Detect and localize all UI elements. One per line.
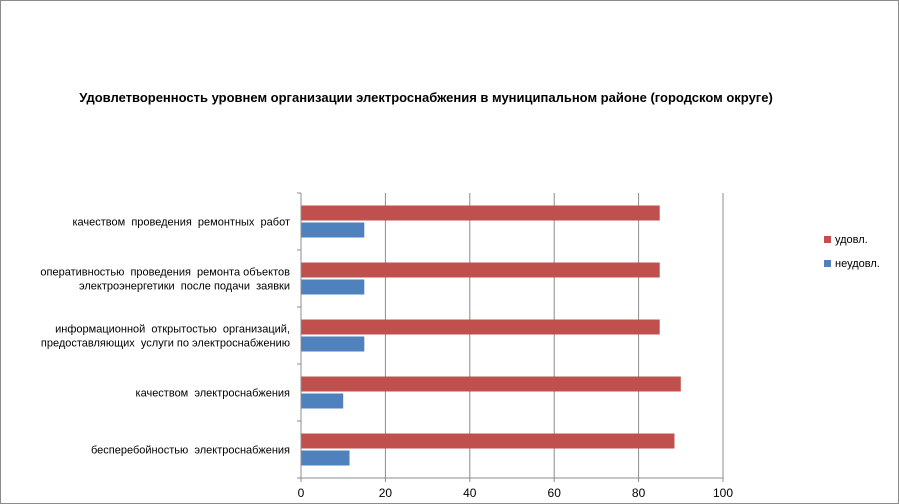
bar-udovl: [301, 376, 681, 392]
legend-swatch: [824, 236, 831, 243]
category-label: качеством проведения ремонтных работ: [72, 217, 290, 229]
category-labels: качеством проведения ремонтных работ опер…: [40, 217, 290, 457]
bar-udovl: [301, 433, 675, 449]
gridlines: [384, 193, 724, 478]
bar-neudovl: [301, 336, 365, 352]
x-tick-label: 40: [463, 486, 477, 500]
category-label: качеством электроснабжения: [136, 388, 291, 400]
bar-udovl: [301, 205, 660, 221]
chart-title: Удовлетворенность уровнем организации эл…: [79, 90, 773, 105]
legend-swatch: [824, 260, 831, 267]
category-label: бесперебойностью электроснабжения: [91, 445, 290, 457]
bar-udovl: [301, 262, 660, 278]
x-tick-label: 20: [379, 486, 393, 500]
bars: [301, 205, 681, 466]
x-tick-label: 80: [632, 486, 646, 500]
bar-neudovl: [301, 222, 365, 238]
x-tick-label: 100: [713, 486, 733, 500]
bar-neudovl: [301, 279, 365, 295]
bar-neudovl: [301, 450, 350, 466]
category-label: электроэнергетики после подачи заявки: [79, 281, 290, 293]
bar-udovl: [301, 319, 660, 335]
x-tick-labels: 0 20 40 60 80 100: [298, 486, 734, 500]
category-label: предоставляющих услуги по электроснабжен…: [41, 338, 290, 350]
bar-neudovl: [301, 393, 344, 409]
legend-label: неудовл.: [835, 258, 880, 270]
category-label: оперативностью проведения ремонта объект…: [40, 267, 290, 279]
category-label: информационной открытостью организаций,: [55, 324, 290, 336]
legend: удовл. неудовл.: [824, 234, 880, 270]
axes: [297, 192, 724, 482]
legend-label: удовл.: [835, 234, 868, 246]
x-tick-label: 0: [298, 486, 305, 500]
x-tick-label: 60: [548, 486, 562, 500]
